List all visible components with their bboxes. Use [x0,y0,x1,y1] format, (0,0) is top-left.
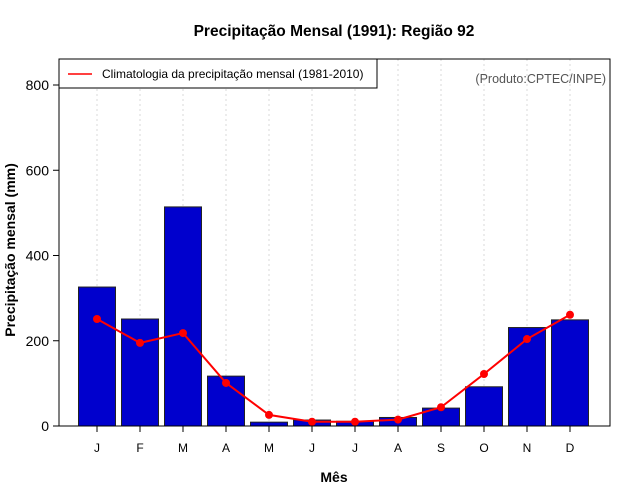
x-axis-label: Mês [320,469,347,485]
climatology-point-0 [93,315,101,324]
bar-4 [250,421,288,427]
climatology-point-1 [136,338,144,347]
climatology-point-10 [523,335,531,344]
x-tick-label: J [94,441,100,455]
climatology-point-8 [437,403,445,412]
legend-box [58,58,378,89]
y-axis-label: Precipitação mensal (mm) [2,163,18,337]
x-tick-label: O [479,441,488,455]
climatology-polyline [96,313,571,423]
x-tick-label: F [136,441,143,455]
y-tick-label: 600 [26,162,50,178]
climatology-point-6 [351,417,359,426]
x-tick-label: J [309,441,315,455]
climatology-point-9 [480,369,488,378]
climatology-point-4 [265,410,273,419]
bar-0 [78,286,116,427]
climatology-point-3 [222,378,230,387]
bar-1 [121,318,159,427]
legend: Climatologia da precipitação mensal (198… [58,58,378,89]
climatology-point-7 [394,415,402,424]
y-tick-label: 800 [26,77,50,93]
y-tick-label: 0 [41,418,49,434]
chart-title: Precipitação Mensal (1991): Região 92 [194,23,475,40]
bar-2 [164,206,202,427]
climatology-point-5 [308,417,316,426]
x-tick-label: A [222,441,230,455]
credit-annotation: (Produto:CPTEC/INPE) [475,72,606,86]
x-tick-label: M [264,441,274,455]
y-tick-label: 200 [26,333,50,349]
climatology-line [93,310,574,426]
y-axis: 0 200 400 600 800 [26,77,59,434]
x-tick-label: S [437,441,445,455]
x-tick-label: J [352,441,358,455]
bar-11 [551,319,589,427]
x-tick-label: M [178,441,188,455]
climatology-point-11 [566,310,574,319]
bars [78,206,589,427]
x-tick-label: A [394,441,402,455]
legend-entry-climatology: Climatologia da precipitação mensal (198… [102,67,363,81]
bar-9 [465,386,503,427]
x-tick-label: N [523,441,532,455]
climatology-point-2 [179,329,187,338]
y-tick-label: 400 [26,248,50,264]
x-tick-label: D [566,441,575,455]
